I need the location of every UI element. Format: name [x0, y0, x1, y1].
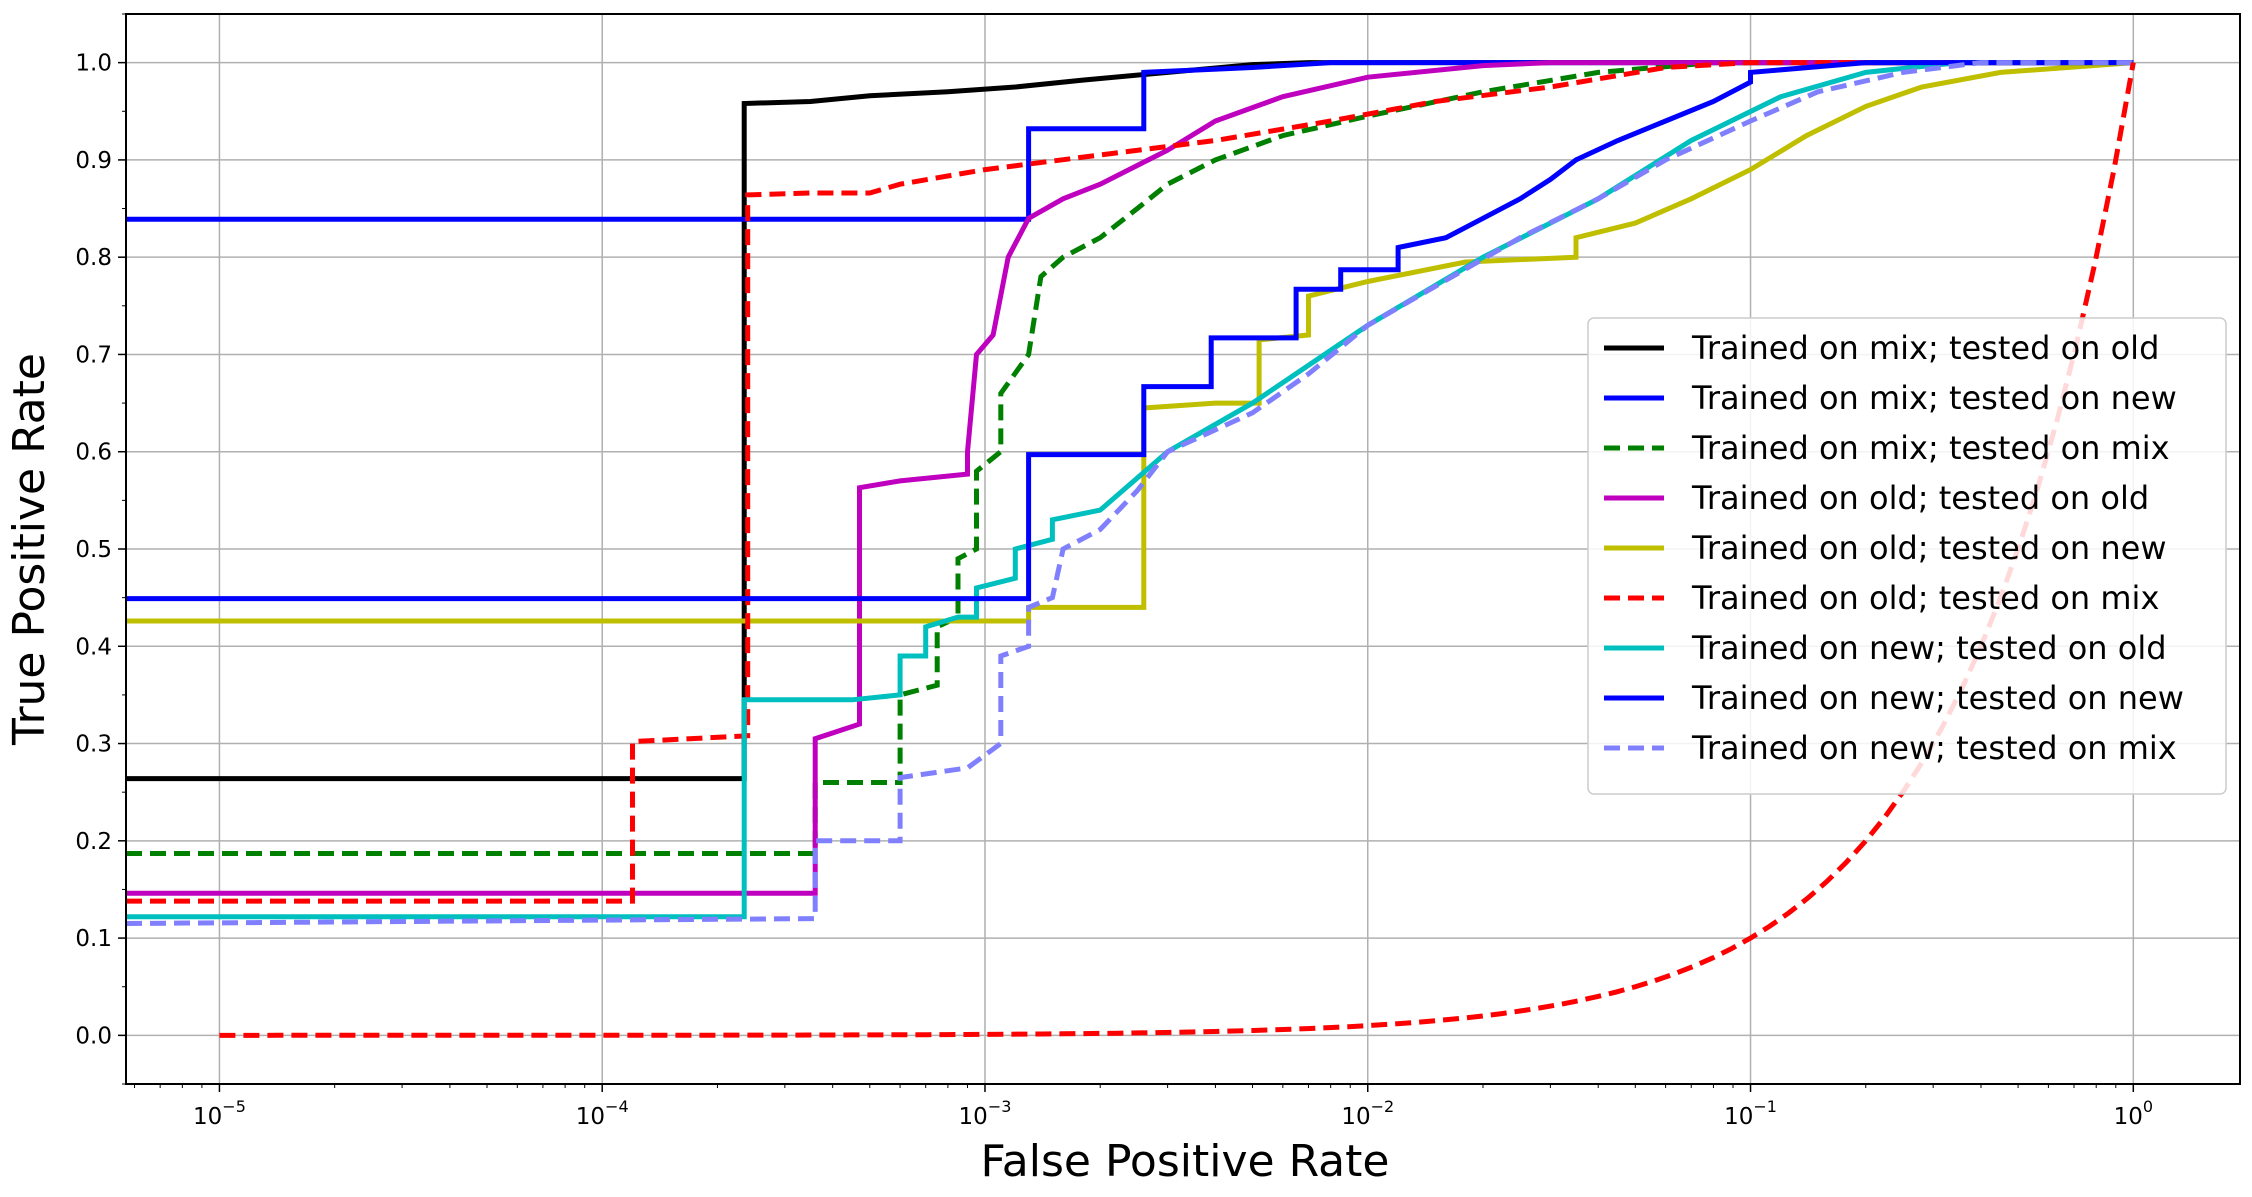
legend-label: Trained on mix; tested on old [1691, 329, 2159, 367]
y-tick-label: 0.2 [75, 829, 112, 855]
legend: Trained on mix; tested on old Trained on … [1587, 317, 2227, 795]
x-axis-label: False Positive Rate [981, 1136, 1390, 1187]
x-tick-label: 10−1 [1724, 1097, 1777, 1130]
y-tick-label: 0.4 [75, 634, 112, 660]
x-tick-label: 10−2 [1341, 1097, 1394, 1130]
series-line-1 [126, 60, 2134, 782]
legend-label: Trained on new; tested on new [1691, 679, 2184, 717]
legend-label: Trained on old; tested on new [1691, 529, 2167, 567]
x-tick-label: 10−4 [576, 1097, 629, 1130]
diagonal-reference-line [219, 62, 2136, 1038]
series-line-2 [126, 60, 2134, 222]
y-axis-label: True Positive Rate [4, 353, 55, 746]
y-tick-label: 0.9 [75, 148, 112, 174]
series-line-7 [126, 60, 2134, 920]
series-line-4 [126, 60, 2134, 896]
series-layer [125, 60, 2136, 1038]
legend-label: Trained on old; tested on mix [1691, 579, 2159, 617]
y-tick-label: 0.1 [75, 926, 112, 952]
legend-label: Trained on mix; tested on mix [1691, 429, 2170, 467]
y-tick-label: 0.0 [75, 1023, 112, 1049]
legend-label: Trained on new; tested on old [1691, 629, 2167, 667]
legend-label: Trained on mix; tested on new [1691, 379, 2177, 417]
y-tick-label: 1.0 [75, 51, 112, 77]
series-line-3 [126, 60, 2134, 856]
y-tick-label: 0.8 [75, 245, 112, 271]
legend-label: Trained on old; tested on old [1691, 479, 2149, 517]
y-tick-label: 0.5 [75, 537, 112, 563]
x-tick-label: 10−3 [959, 1097, 1012, 1130]
y-tick-label: 0.7 [75, 342, 112, 368]
legend-label: Trained on new; tested on mix [1691, 729, 2177, 767]
x-tick-label: 10−5 [193, 1097, 246, 1130]
series-line-9 [125, 60, 2134, 926]
y-tick-label: 0.6 [75, 440, 112, 466]
y-tick-label: 0.3 [75, 732, 112, 758]
series-line-5 [126, 60, 2134, 624]
legend-box [1587, 317, 2227, 795]
series-line-6 [126, 60, 2134, 904]
series-line-8 [126, 60, 2134, 602]
axis-ticks: 0.0 0.1 0.2 0.3 0.4 0.5 0.6 0.7 0.8 0.9 1.0 10−5 10−… [75, 13, 2153, 1130]
x-tick-label: 100 [2114, 1097, 2153, 1130]
